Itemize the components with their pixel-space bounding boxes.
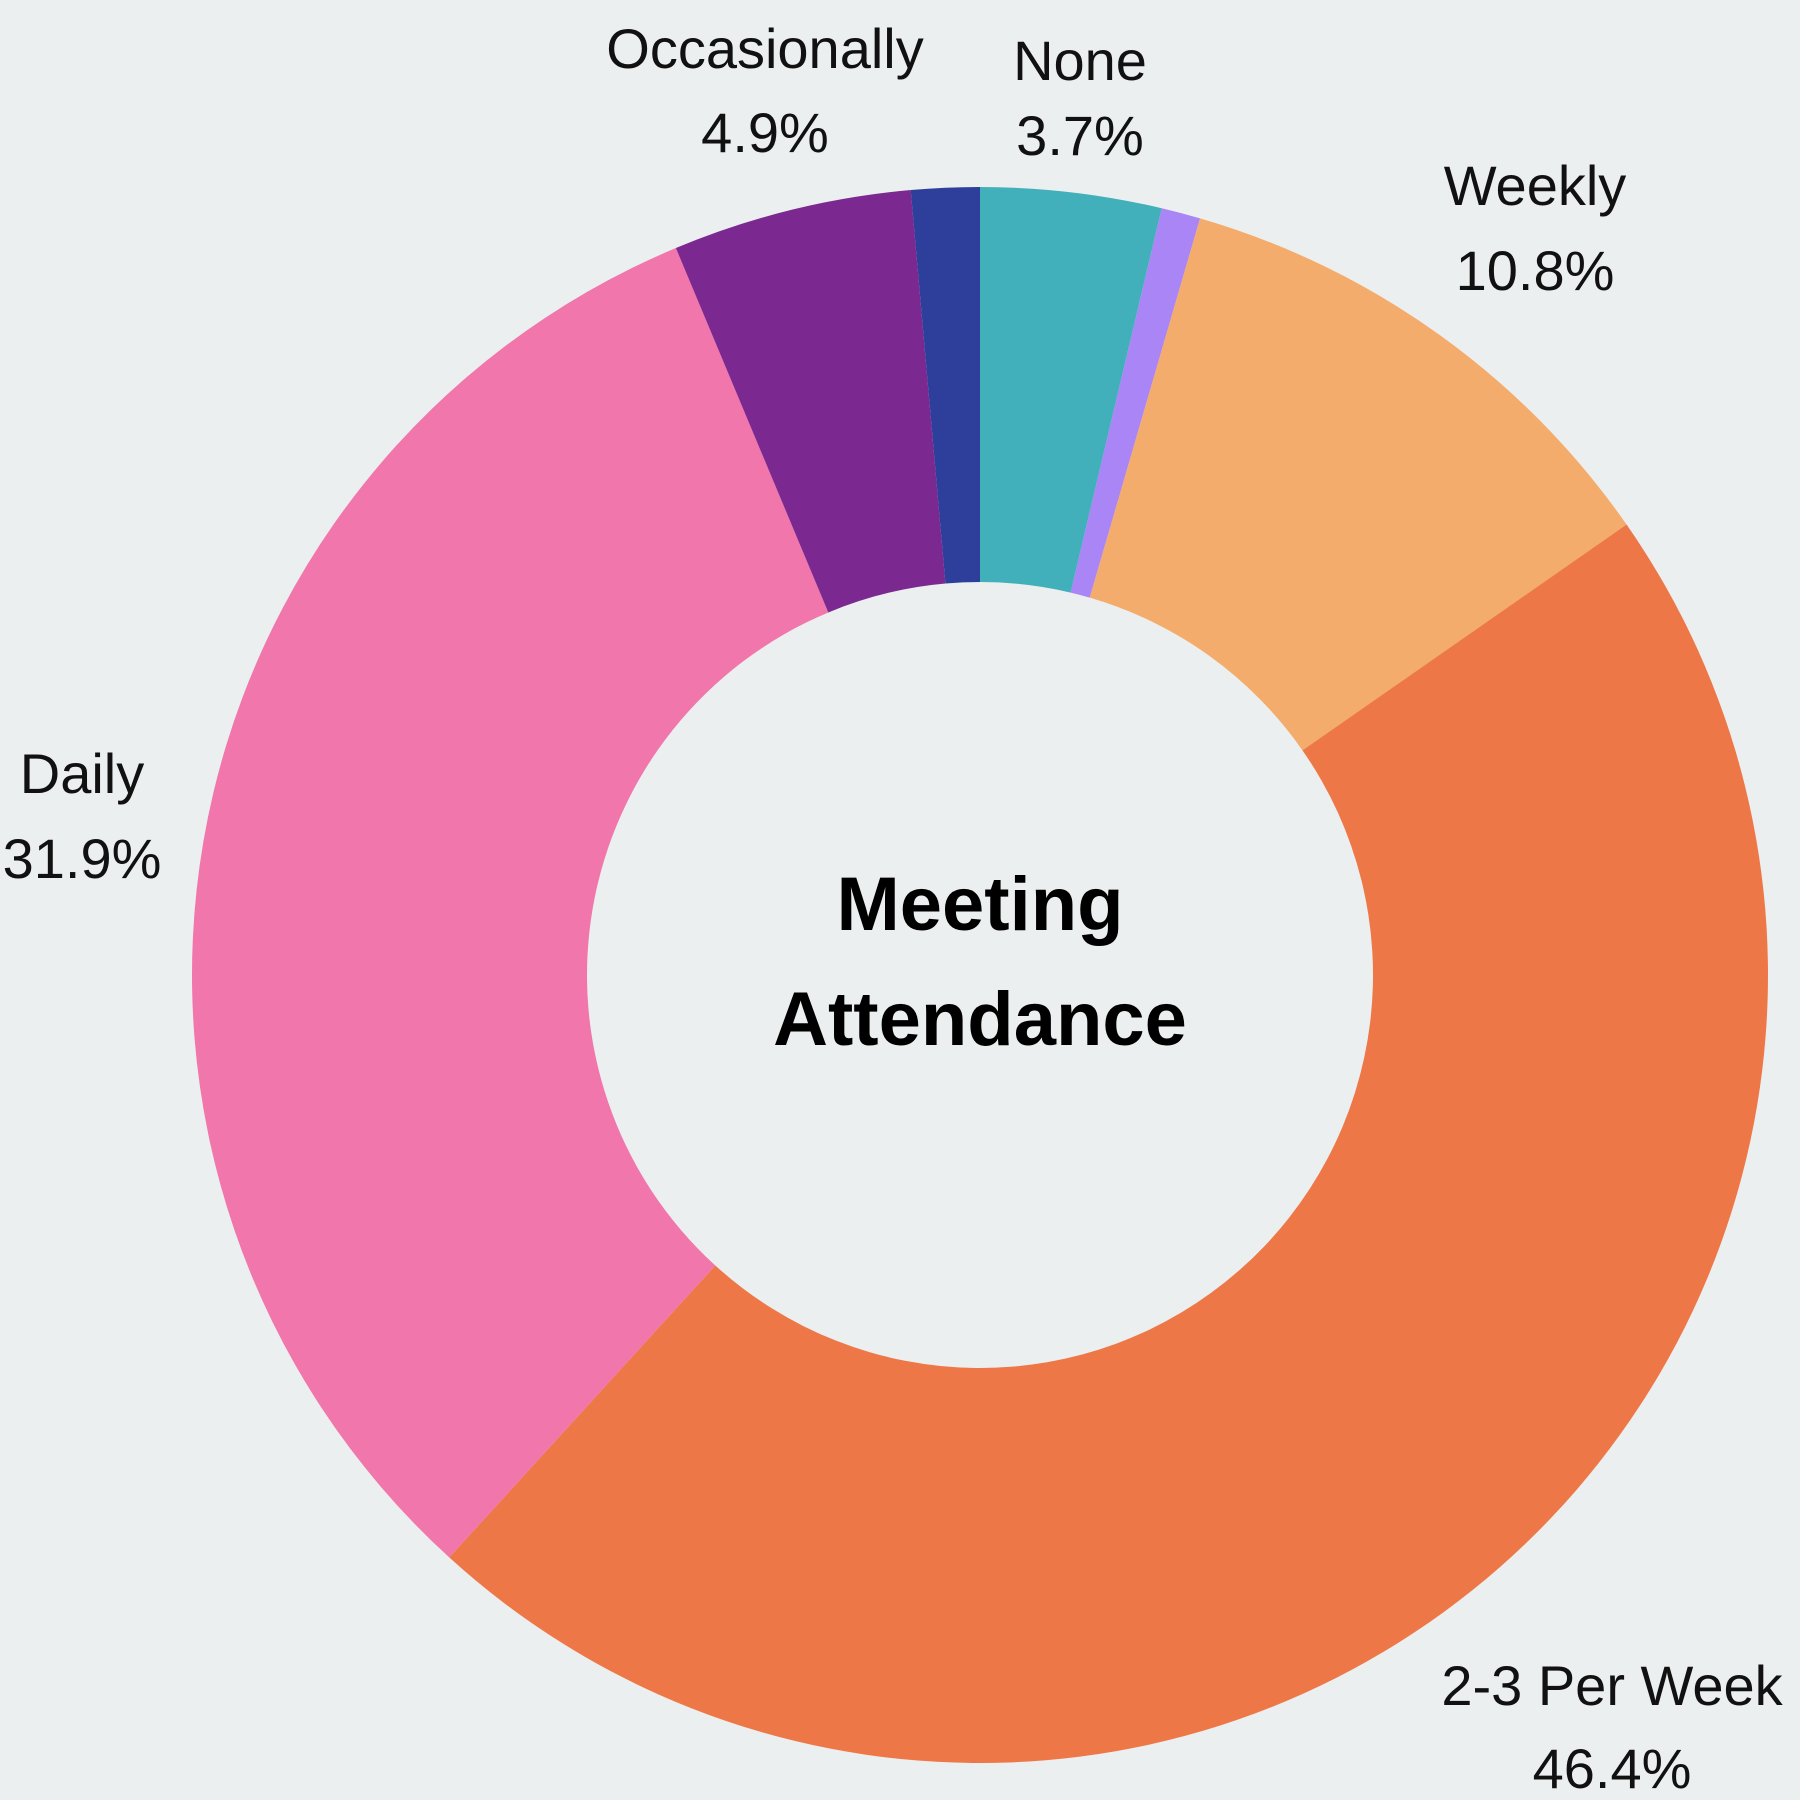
slices-group <box>192 187 1768 1763</box>
slice-label-none: None <box>1013 29 1147 92</box>
slice-percent-weekly: 10.8% <box>1456 239 1615 302</box>
slice-percent-none: 3.7% <box>1016 104 1144 167</box>
slice-label-weekly: Weekly <box>1444 154 1627 217</box>
labels-group: None 3.7% Weekly 10.8% 2-3 Per Week 46.4% Dail… <box>3 17 1784 1800</box>
slice-none <box>980 187 1162 593</box>
slice-occasionally <box>675 190 946 613</box>
slice-unlabeled-1 <box>1070 208 1201 598</box>
slice-weekly <box>1089 218 1627 751</box>
slice-daily <box>192 248 829 1558</box>
slice-2-3-per-week <box>449 524 1768 1763</box>
slice-percent-occasionally: 4.9% <box>701 101 829 164</box>
slice-label-occasionally: Occasionally <box>606 17 923 80</box>
center-title-line-2: Attendance <box>773 977 1187 1062</box>
slice-percent-2-3-per-week: 46.4% <box>1533 1737 1692 1800</box>
slice-percent-daily: 31.9% <box>3 827 162 890</box>
slice-label-daily: Daily <box>20 742 144 805</box>
slice-label-2-3-per-week: 2-3 Per Week <box>1441 1654 1783 1717</box>
slice-unlabeled-6 <box>910 187 980 584</box>
center-title-line-1: Meeting <box>836 862 1123 947</box>
